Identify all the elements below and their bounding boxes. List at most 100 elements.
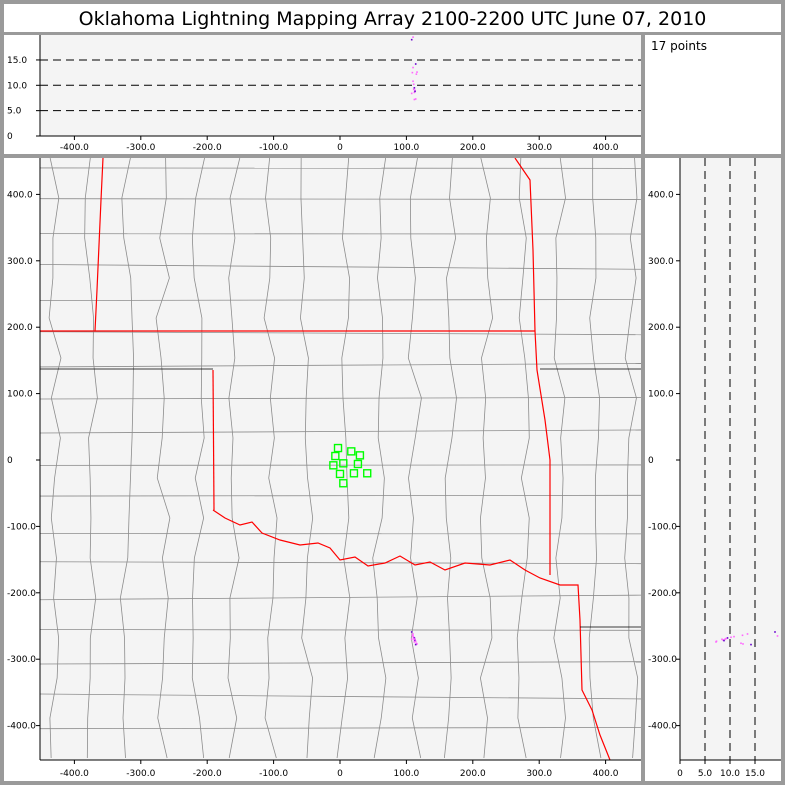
y-tick-label: -200.0 bbox=[648, 589, 677, 599]
source-point-alt-y bbox=[741, 634, 744, 637]
alt-tick-label: 15.0 bbox=[7, 56, 27, 66]
y-tick-label: -300.0 bbox=[648, 655, 677, 665]
county-line bbox=[40, 494, 641, 497]
alt-tick-label: 10.0 bbox=[7, 81, 27, 91]
ok-east-border bbox=[514, 158, 551, 575]
page-title: Oklahoma Lightning Mapping Array 2100-22… bbox=[4, 4, 781, 32]
source-point-alt-y bbox=[723, 639, 725, 642]
y-tick-label: 400.0 bbox=[648, 190, 674, 200]
alt-tick-label: 5.0 bbox=[7, 107, 22, 117]
station-marker bbox=[349, 469, 359, 478]
station-marker bbox=[329, 461, 338, 470]
source-point-alt-x bbox=[410, 92, 413, 95]
source-point-alt-y bbox=[742, 643, 744, 645]
source-point-plan bbox=[412, 633, 414, 635]
source-point-alt-x bbox=[411, 71, 414, 74]
county-line bbox=[40, 363, 641, 368]
station-marker bbox=[347, 447, 356, 456]
y-tick-label: 300.0 bbox=[648, 257, 674, 267]
source-point-plan bbox=[414, 643, 417, 646]
plan-plot-area[interactable] bbox=[40, 158, 641, 760]
source-point-plan bbox=[410, 638, 413, 641]
station-marker bbox=[355, 451, 365, 460]
source-point-alt-y bbox=[740, 642, 742, 645]
y-tick-label: 0 bbox=[7, 456, 13, 466]
county-line bbox=[336, 158, 351, 759]
county-line bbox=[191, 158, 205, 759]
source-point-alt-x bbox=[414, 89, 416, 92]
x-tick-label: 400.0 bbox=[593, 769, 619, 779]
source-point-alt-x bbox=[410, 38, 413, 41]
county-line bbox=[516, 158, 530, 759]
x-tick-label: 100.0 bbox=[394, 769, 420, 779]
station-marker bbox=[339, 459, 348, 468]
station-marker bbox=[333, 443, 343, 453]
source-point-plan bbox=[412, 637, 415, 640]
county-line bbox=[155, 158, 171, 759]
y-tick-label: -400.0 bbox=[648, 722, 677, 732]
station-marker bbox=[363, 469, 372, 478]
source-point-alt-y bbox=[730, 636, 732, 639]
x-tick-label: -300.0 bbox=[126, 769, 155, 779]
x-tick-label: 200.0 bbox=[460, 769, 486, 779]
x-tick-label: 200.0 bbox=[460, 143, 486, 153]
source-point-plan bbox=[416, 643, 418, 645]
x-tick-label: -100.0 bbox=[259, 769, 288, 779]
x-tick-label: 0 bbox=[337, 143, 343, 153]
source-point-alt-x bbox=[413, 91, 416, 94]
source-point-alt-y bbox=[724, 638, 726, 641]
source-point-alt-y bbox=[722, 639, 724, 641]
x-tick-label: 0 bbox=[337, 769, 343, 779]
source-point-alt-x bbox=[413, 87, 416, 89]
source-point-plan bbox=[412, 635, 414, 637]
info-panel: 17 points bbox=[645, 35, 781, 154]
y-tick-label: 100.0 bbox=[648, 390, 674, 400]
x-tick-label: -300.0 bbox=[126, 143, 155, 153]
county-line bbox=[407, 158, 422, 759]
source-point-alt-y bbox=[750, 643, 752, 646]
county-line bbox=[40, 629, 641, 631]
source-point-alt-x bbox=[415, 73, 418, 75]
y-tick-label: 200.0 bbox=[648, 323, 674, 333]
source-point-alt-y bbox=[725, 637, 727, 640]
source-point-plan bbox=[414, 640, 417, 643]
county-line bbox=[48, 158, 62, 759]
x-tick-label: 100.0 bbox=[394, 143, 420, 153]
co-ks-border bbox=[94, 158, 104, 332]
source-point-alt-y bbox=[726, 637, 729, 639]
station-marker bbox=[335, 469, 345, 479]
source-point-alt-x bbox=[412, 83, 415, 86]
county-line bbox=[624, 158, 639, 759]
source-point-alt-x bbox=[412, 80, 414, 83]
county-line bbox=[479, 158, 494, 759]
altitude-gridlines bbox=[40, 59, 756, 760]
x-tick-label: 400.0 bbox=[593, 143, 619, 153]
source-point-alt-y bbox=[733, 635, 735, 638]
state-borders bbox=[40, 158, 641, 760]
y-tick-label: -100.0 bbox=[648, 522, 677, 532]
source-point-alt-x bbox=[414, 90, 416, 93]
county-line bbox=[40, 561, 641, 565]
y-tick-label: -300.0 bbox=[7, 655, 36, 665]
source-point-plan bbox=[413, 641, 416, 643]
county-line bbox=[300, 158, 314, 759]
county-line bbox=[553, 158, 566, 759]
source-point-alt-y bbox=[774, 631, 776, 633]
county-line bbox=[40, 693, 641, 700]
x-tick-label: -400.0 bbox=[60, 769, 89, 779]
x-tick-label: 300.0 bbox=[526, 769, 552, 779]
county-line bbox=[40, 429, 641, 434]
axes: -400.0 -400.0 -300.0 -300.0 -200.0 -200.0 -100… bbox=[7, 35, 781, 779]
county-line bbox=[40, 331, 641, 336]
county-line bbox=[443, 158, 457, 759]
y-tick-label: -100.0 bbox=[7, 522, 36, 532]
county-line bbox=[119, 158, 134, 759]
alt-tick-label: 0 bbox=[677, 769, 683, 779]
y-tick-label: 400.0 bbox=[7, 190, 33, 200]
alt-tick-label: 10.0 bbox=[720, 769, 740, 779]
x-tick-label: -200.0 bbox=[193, 143, 222, 153]
source-point-alt-y bbox=[746, 633, 749, 635]
source-point-alt-x bbox=[414, 63, 417, 65]
point-count: 17 points bbox=[651, 39, 707, 53]
